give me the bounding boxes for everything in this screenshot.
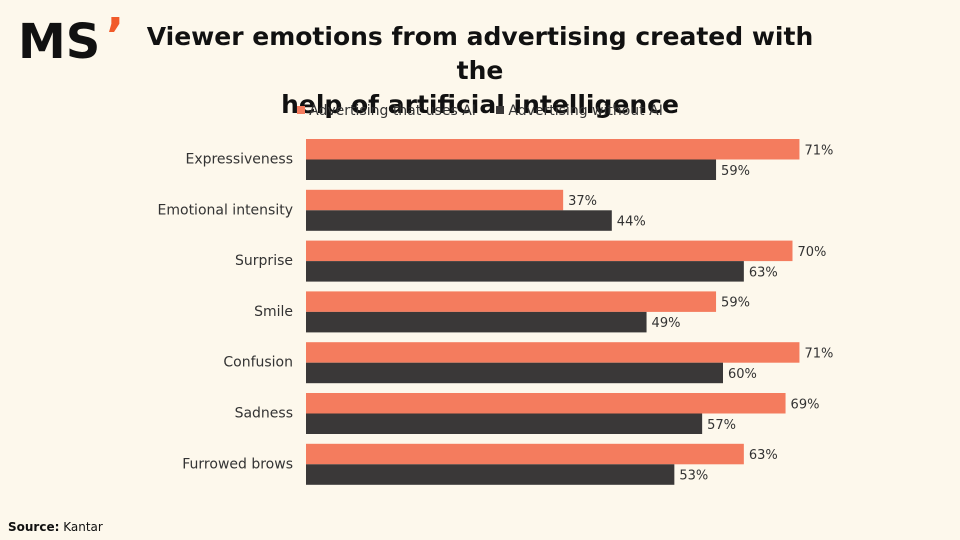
category-label: Expressiveness	[185, 152, 293, 168]
bar-without-ai	[306, 362, 723, 384]
bar-without-ai	[306, 159, 717, 180]
legend-item-without-ai: Advertising without AI	[496, 103, 663, 119]
data-label-without-ai: 63%	[749, 265, 778, 280]
bar-without-ai	[306, 210, 612, 231]
data-label-with-ai: 59%	[721, 296, 750, 311]
bar-with-ai	[306, 443, 744, 465]
data-label-without-ai: 59%	[721, 164, 750, 179]
chart-title: Viewer emotions from advertising created…	[120, 20, 840, 122]
data-label-with-ai: 71%	[804, 143, 833, 158]
legend-swatch-with-ai	[297, 106, 306, 114]
title-line-2: help of artificial intelligence	[281, 90, 679, 119]
logo-text: MS	[18, 14, 100, 66]
source-label: Source:	[8, 520, 60, 534]
source-value: Kantar	[63, 520, 103, 534]
bar-without-ai	[306, 413, 703, 434]
data-label-without-ai: 49%	[652, 316, 681, 331]
bar-with-ai	[306, 291, 717, 312]
category-label: Sadness	[235, 406, 293, 422]
data-label-without-ai: 60%	[728, 367, 757, 382]
legend-label-with-ai: Advertising that uses AI	[309, 103, 476, 119]
legend-swatch-without-ai	[496, 106, 505, 114]
data-label-with-ai: 63%	[749, 448, 778, 463]
bar-with-ai	[306, 393, 786, 414]
data-label-with-ai: 69%	[791, 397, 820, 412]
category-label: Emotional intensity	[158, 202, 293, 218]
data-label-with-ai: 71%	[804, 346, 833, 361]
category-label: Smile	[254, 304, 293, 320]
category-label: Confusion	[223, 355, 293, 371]
bar-with-ai	[306, 189, 564, 211]
source-note: Source: Kantar	[8, 520, 103, 534]
title-line-1: Viewer emotions from advertising created…	[146, 22, 814, 85]
bar-with-ai	[306, 139, 800, 160]
legend: Advertising that uses AI Advertising wit…	[0, 103, 960, 119]
data-label-without-ai: 57%	[707, 418, 736, 433]
bar-without-ai	[306, 261, 744, 282]
logo-accent: ’	[106, 8, 124, 64]
bar-without-ai	[306, 464, 675, 485]
data-label-with-ai: 37%	[568, 194, 597, 209]
legend-label-without-ai: Advertising without AI	[508, 103, 663, 119]
data-label-without-ai: 53%	[679, 469, 708, 484]
brand-logo: MS ’	[18, 8, 124, 66]
category-label: Furrowed brows	[182, 456, 293, 472]
category-label: Surprise	[235, 253, 293, 269]
legend-item-with-ai: Advertising that uses AI	[297, 103, 476, 119]
bar-with-ai	[306, 342, 800, 363]
data-label-with-ai: 70%	[798, 245, 827, 260]
data-label-without-ai: 44%	[617, 215, 646, 230]
bar-without-ai	[306, 311, 647, 333]
bar-with-ai	[306, 240, 793, 262]
